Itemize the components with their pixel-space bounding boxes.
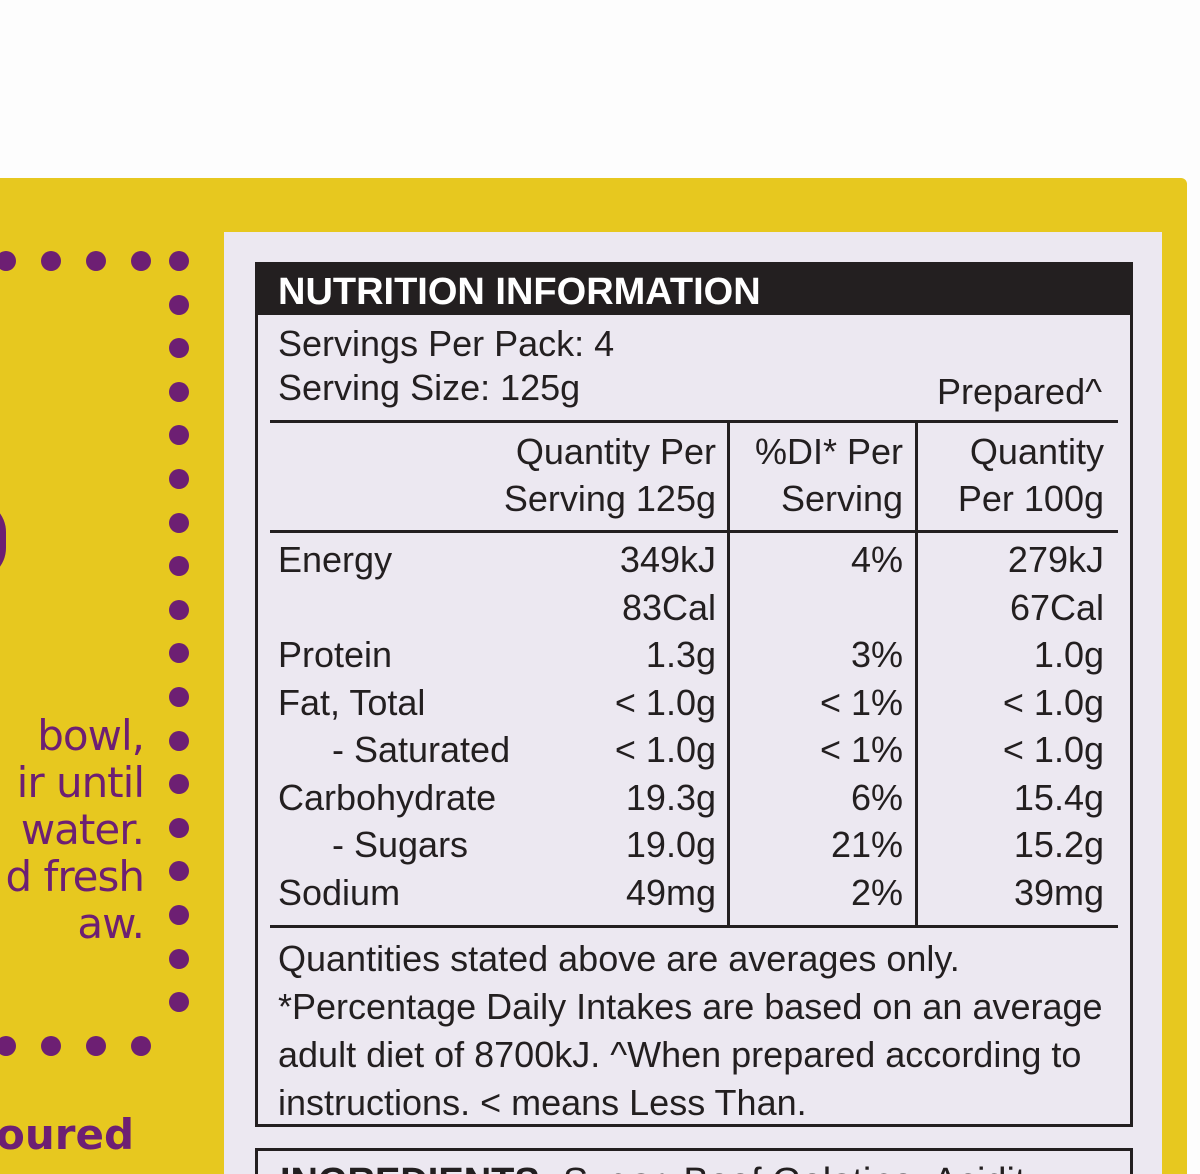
daily-intake-value: 3% xyxy=(850,634,903,675)
nutrition-notes: Quantities stated above are averages onl… xyxy=(278,935,1118,1127)
per-serving-value: < 1.0g xyxy=(614,681,716,723)
per-100g-value: 279kJ xyxy=(1007,539,1104,580)
per-100g-value: 15.2g xyxy=(1013,824,1104,865)
nutrient-name: Energy xyxy=(278,539,393,580)
note-line: adult diet of 8700kJ. ^When prepared acc… xyxy=(278,1034,1082,1075)
border-dot xyxy=(169,512,189,533)
nutrient-name: - Saturated xyxy=(332,729,511,770)
border-dot xyxy=(169,425,189,446)
col-header-di-1: %DI* Per xyxy=(754,431,903,472)
daily-intake-value: 6% xyxy=(850,776,903,818)
per-serving-value: 19.0g xyxy=(625,824,716,865)
border-dot xyxy=(169,774,189,795)
col-header-di-2: Serving xyxy=(780,478,903,519)
info-panel xyxy=(224,232,1162,1174)
per-100g-value: 67Cal xyxy=(1009,586,1104,628)
per-100g-value: < 1.0g xyxy=(1002,681,1104,723)
border-dot xyxy=(86,251,106,271)
border-dot xyxy=(0,1036,16,1056)
per-serving-value: 83Cal xyxy=(621,586,716,628)
nutrient-name: Carbohydrate xyxy=(278,776,497,818)
header-rule xyxy=(270,420,1118,423)
column-header-rule xyxy=(270,530,1118,533)
note-line: Quantities stated above are averages onl… xyxy=(278,938,960,979)
border-dot xyxy=(169,992,189,1013)
column-divider xyxy=(915,420,918,928)
border-dot xyxy=(169,338,189,359)
flavour-heading-fragment: oured xyxy=(0,1110,135,1159)
col-header-per-serving-1: Quantity Per xyxy=(515,431,716,472)
border-dot xyxy=(169,861,189,882)
nutrition-panel: NUTRITION INFORMATION Servings Per Pack:… xyxy=(255,262,1133,1127)
ingredients-panel: INGREDIENTS: Sugar, Beef Gelatine, Acidi… xyxy=(255,1148,1133,1174)
servings-per-pack: Servings Per Pack: 4 xyxy=(278,323,615,364)
note-line: *Percentage Daily Intakes are based on a… xyxy=(278,986,1103,1027)
daily-intake-value: 21% xyxy=(830,824,903,865)
border-dot xyxy=(169,556,189,577)
daily-intake-value: < 1% xyxy=(819,729,903,770)
per-100g-value: 1.0g xyxy=(1033,634,1104,675)
prepared-label: Prepared^ xyxy=(937,371,1102,412)
instruction-line: bowl, xyxy=(37,711,145,760)
border-dot xyxy=(169,817,189,838)
per-serving-value: 19.3g xyxy=(625,776,716,818)
instructions-fragment: bowl, ir until water. d fresh aw. xyxy=(0,711,145,948)
daily-intake-value: < 1% xyxy=(819,681,903,723)
nutrition-title: NUTRITION INFORMATION xyxy=(258,265,1130,315)
daily-intake-value: 2% xyxy=(850,871,903,913)
per-serving-value: 49mg xyxy=(625,871,716,913)
ingredients-label: INGREDIENTS: xyxy=(280,1161,563,1174)
per-serving-value: < 1.0g xyxy=(614,729,716,770)
border-dot xyxy=(169,948,189,969)
instruction-line: aw. xyxy=(77,899,145,948)
per-100g-value: < 1.0g xyxy=(1002,729,1104,770)
per-100g-value: 15.4g xyxy=(1013,776,1104,818)
table-bottom-rule xyxy=(270,925,1118,928)
border-dot xyxy=(41,1036,61,1056)
partial-circle-graphic xyxy=(0,500,6,580)
border-dot xyxy=(169,469,189,489)
per-serving-value: 1.3g xyxy=(645,634,716,675)
border-dot xyxy=(169,905,189,925)
per-serving-value: 349kJ xyxy=(619,539,716,580)
nutrient-name: Sodium xyxy=(278,871,401,913)
border-dot xyxy=(41,251,61,271)
col-header-per-100g-1: Quantity xyxy=(969,431,1104,472)
ingredients-line: INGREDIENTS: Sugar, Beef Gelatine, Acidi… xyxy=(280,1161,1045,1174)
border-dot xyxy=(131,1036,151,1056)
per-100g-value: 39mg xyxy=(1013,871,1104,913)
border-dot xyxy=(131,251,151,271)
col-header-per-100g-2: Per 100g xyxy=(957,478,1104,519)
border-dot xyxy=(169,643,189,664)
border-dot xyxy=(169,599,189,620)
border-dot xyxy=(86,1036,106,1056)
nutrient-name: Protein xyxy=(278,634,393,675)
serving-size: Serving Size: 125g xyxy=(278,367,581,408)
daily-intake-value: 4% xyxy=(850,539,903,580)
nutrient-name: - Sugars xyxy=(332,824,469,865)
note-line: instructions. < means Less Than. xyxy=(278,1082,807,1123)
nutrient-name: Fat, Total xyxy=(278,681,426,723)
col-header-per-serving-2: Serving 125g xyxy=(503,478,716,519)
border-dot xyxy=(169,687,189,707)
border-dot xyxy=(169,251,189,271)
border-dot xyxy=(169,294,189,315)
instruction-line: d fresh xyxy=(5,852,145,901)
ingredients-text: Sugar, Beef Gelatine, Acidity xyxy=(563,1161,1045,1174)
border-dot xyxy=(169,381,189,402)
instruction-line: ir until xyxy=(16,758,145,807)
border-dot xyxy=(169,730,189,751)
instruction-line: water. xyxy=(20,805,145,854)
column-divider xyxy=(727,420,730,928)
border-dot xyxy=(0,251,16,271)
